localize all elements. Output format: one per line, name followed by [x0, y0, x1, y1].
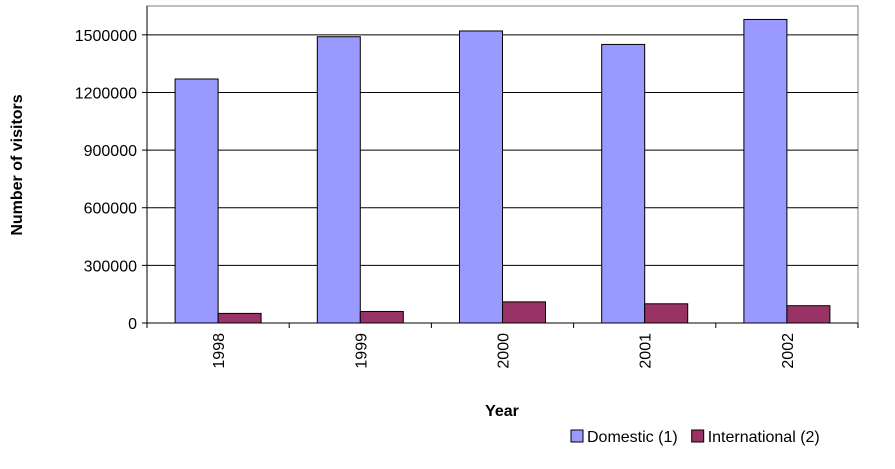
y-tick-label: 900000 — [84, 143, 137, 160]
bar-international — [359, 310, 404, 324]
axes — [146, 6, 858, 324]
x-tick-label: 2001 — [638, 333, 655, 369]
bar-international — [644, 303, 689, 324]
bar-domestic — [743, 18, 788, 324]
bar-domestic — [316, 36, 361, 324]
legend-label: Domestic (1) — [587, 429, 678, 446]
x-tick-label: 2002 — [780, 333, 797, 369]
bar-domestic — [601, 43, 646, 324]
legend-swatch — [570, 429, 584, 443]
y-axis-title: Number of visitors — [9, 94, 26, 235]
legend: Domestic (1) International (2) — [570, 429, 820, 446]
y-tick-label: 600000 — [84, 201, 137, 218]
bar-international — [786, 305, 831, 324]
x-tick-label: 2000 — [496, 333, 513, 369]
y-tick-label: 0 — [128, 316, 137, 333]
x-tick-label: 1999 — [353, 333, 370, 369]
x-tick-label: 1998 — [211, 333, 228, 369]
legend-label: International (2) — [708, 429, 820, 446]
x-axis-title: Year — [485, 403, 519, 420]
bar-domestic — [174, 78, 219, 324]
bars — [174, 18, 831, 324]
y-tick-label: 1500000 — [75, 28, 137, 45]
bar-international — [217, 312, 262, 324]
y-tick-label: 1200000 — [75, 85, 137, 102]
bar-international — [502, 301, 546, 324]
x-tick-labels: 1998 1999 2000 2001 2002 — [146, 323, 859, 369]
y-tick-labels: 0 300000 600000 900000 1200000 1500000 — [75, 28, 147, 333]
y-tick-label: 300000 — [84, 258, 137, 275]
legend-swatch — [691, 429, 705, 443]
bar-domestic — [459, 30, 503, 324]
